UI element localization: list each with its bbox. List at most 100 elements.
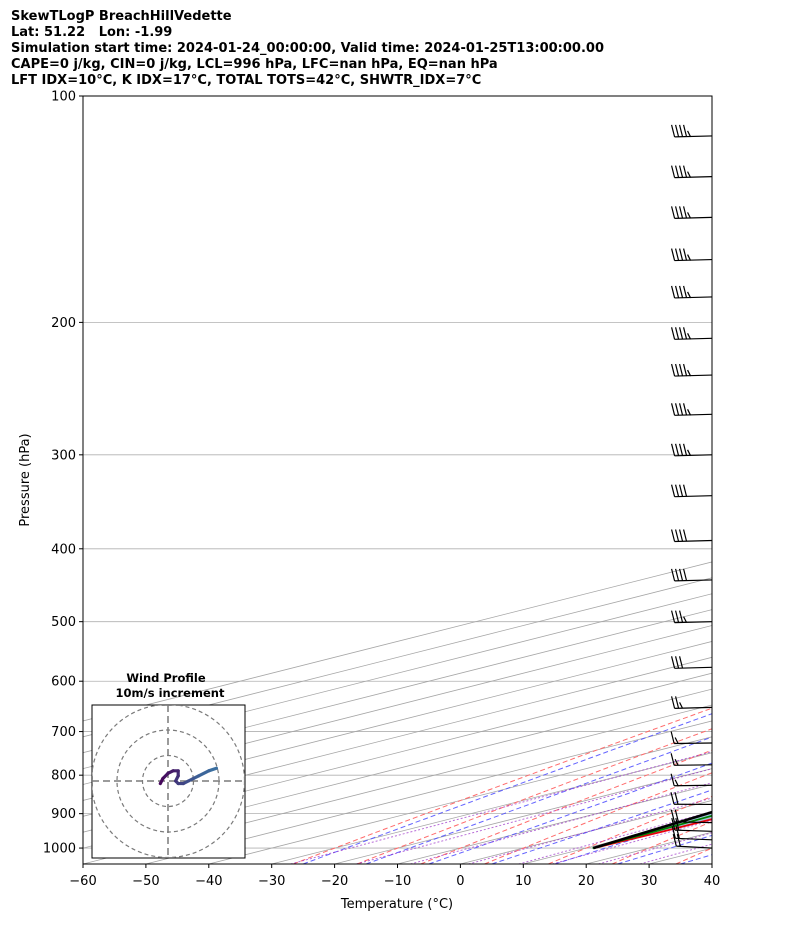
- isotherm-line: [83, 704, 712, 864]
- wind-barb-flag: [674, 529, 680, 542]
- wind-barb: [670, 656, 713, 669]
- wind-barb-flag: [678, 206, 684, 219]
- moist-adiabat-line: [744, 96, 794, 864]
- wind-barb-flag: [683, 616, 688, 623]
- wind-barb-flag: [674, 484, 680, 497]
- mixing-ratio-line: [552, 819, 712, 864]
- moist-adiabat-line: [680, 854, 712, 864]
- wind-barb: [670, 809, 713, 824]
- isotherm-line: [586, 831, 712, 864]
- wind-barb-flag: [670, 124, 676, 138]
- wind-barb: [670, 773, 713, 787]
- isotherm-line: [397, 784, 712, 864]
- wind-barb-flag: [682, 443, 688, 456]
- wind-barb-flag: [674, 403, 680, 416]
- isotherm-line: [334, 768, 712, 864]
- plot-area: [83, 96, 794, 864]
- wind-barb-shaft: [676, 845, 713, 849]
- y-tick-label: 500: [51, 615, 76, 630]
- wind-barb-flag: [682, 327, 688, 340]
- wind-barb-flag: [687, 369, 692, 377]
- wind-barbs-layer: [670, 124, 713, 849]
- wind-barb: [670, 285, 713, 299]
- mixing-ratio-line: [468, 797, 712, 864]
- wind-barb-flag: [670, 363, 676, 377]
- dry-adiabat-line: [420, 749, 712, 864]
- wind-barb: [670, 248, 713, 262]
- wind-barb-flag: [670, 656, 676, 669]
- location-line: Lat: 51.22 Lon: -1.99: [11, 25, 173, 40]
- wind-barb-flag: [670, 753, 675, 766]
- wind-barb-flag: [682, 363, 688, 377]
- x-tick-label: 40: [704, 874, 721, 889]
- wind-barb-shaft: [674, 413, 713, 416]
- wind-barb-flag: [672, 833, 677, 847]
- y-tick-label: 400: [51, 542, 76, 557]
- wind-barb: [670, 610, 713, 624]
- mixing-ratio-line: [639, 843, 712, 864]
- wind-barb-flag: [674, 285, 680, 299]
- wind-barb-flag: [674, 443, 680, 456]
- dry-adiabat-line: [611, 820, 712, 864]
- wind-barb-flag: [671, 826, 676, 839]
- wind-barb-shaft: [675, 837, 713, 841]
- wind-barb-flag: [682, 568, 688, 582]
- wind-barb-flag: [675, 826, 680, 839]
- wind-barb: [670, 443, 713, 457]
- wind-barb-flag: [670, 568, 676, 582]
- x-tick-label: −30: [258, 874, 285, 889]
- y-tick-label: 200: [51, 316, 76, 331]
- wind-barb-flag: [674, 568, 680, 582]
- isotherm-line: [649, 847, 712, 864]
- wind-barb-flag: [678, 248, 684, 261]
- wind-barb-flag: [670, 792, 675, 805]
- wind-barb-shaft: [674, 821, 713, 824]
- profile-lines-layer: [592, 810, 712, 850]
- wind-barb-flag: [670, 327, 676, 340]
- y-tick-label: 1000: [43, 842, 76, 857]
- wind-barb-flag: [687, 409, 692, 416]
- wind-barb-flag: [678, 363, 684, 377]
- dry-adiabat-line: [675, 847, 712, 864]
- wind-barb-flag: [674, 759, 679, 766]
- y-tick-label: 600: [51, 675, 76, 690]
- mixing-ratio-line: [518, 810, 712, 864]
- wind-barb-flag: [687, 449, 692, 457]
- dewpoint-series: [592, 814, 712, 849]
- wind-barb-flag: [674, 696, 680, 709]
- wind-barb-shaft: [674, 258, 713, 262]
- moist-adiabat-line: [491, 789, 712, 864]
- wind-barb: [670, 206, 713, 219]
- wind-barb: [670, 568, 713, 582]
- hodograph-ring: [92, 705, 245, 858]
- x-tick-label: 0: [456, 874, 464, 889]
- wind-barb-flag: [678, 568, 684, 582]
- wind-barb-flag: [674, 779, 679, 786]
- wind-barb: [670, 403, 713, 416]
- wind-barb: [670, 753, 713, 766]
- moist-adiabat-line: [617, 834, 712, 864]
- wind-barb-shaft: [674, 495, 713, 498]
- wind-barb-shaft: [674, 296, 713, 299]
- wind-barb: [670, 731, 713, 745]
- cape-indices-line: CAPE=0 j/kg, CIN=0 j/kg, LCL=996 hPa, LF…: [11, 57, 498, 72]
- wind-barb-flag: [674, 248, 680, 261]
- isotherm-line: [83, 641, 712, 801]
- dry-adiabat-line: [548, 795, 712, 864]
- wind-barb: [670, 165, 713, 179]
- wind-barb-flag: [670, 610, 676, 623]
- wind-barb: [670, 363, 713, 377]
- wind-barb-flag: [670, 773, 675, 786]
- wind-barb-flag: [674, 124, 680, 138]
- hodograph-segment: [158, 776, 165, 786]
- isotherm-line: [83, 688, 712, 849]
- wind-barb-shaft: [674, 176, 713, 179]
- wind-barb-flag: [679, 702, 684, 709]
- wind-barb-flag: [670, 285, 676, 299]
- wind-barb: [671, 826, 713, 841]
- wind-barb-flag: [674, 737, 679, 744]
- wind-barb-shaft: [674, 374, 713, 377]
- wind-barb: [671, 817, 713, 832]
- wind-barb-flag: [674, 792, 679, 805]
- x-tick-label: −10: [384, 874, 411, 889]
